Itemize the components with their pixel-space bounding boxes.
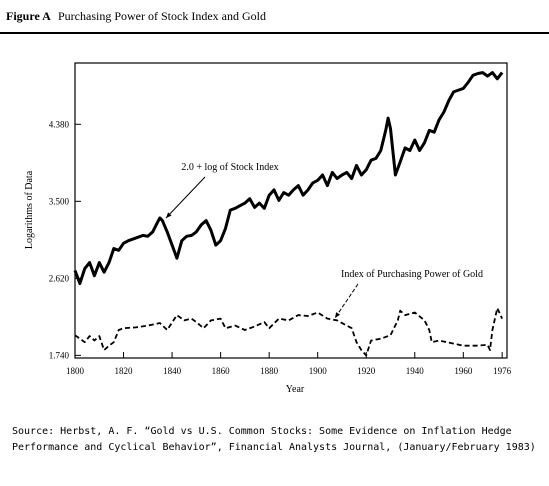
x-tick-label: 1900 — [309, 366, 328, 376]
chart: Figure A Purchasing Power of Stock Index… — [0, 9, 549, 395]
series-label: 2.0 + log of Stock Index — [181, 162, 278, 173]
annotation-arrow — [165, 176, 206, 219]
y-tick-label: 1.740 — [49, 350, 70, 360]
x-tick-label: 1940 — [406, 366, 425, 376]
series-line — [73, 71, 504, 286]
source-line: Performance and Cyclical Behavior”, Fina… — [12, 442, 536, 453]
annotation-arrow — [334, 283, 359, 319]
x-tick-label: 1960 — [454, 366, 473, 376]
x-tick-label: 1800 — [66, 366, 85, 376]
x-tick-label: 1880 — [260, 366, 279, 376]
source-note: Source: Herbst, A. F. “Gold vs U.S. Comm… — [12, 424, 536, 456]
x-tick-label: 1976 — [493, 366, 512, 376]
y-tick-label: 4.380 — [49, 119, 70, 129]
source-line: Source: Herbst, A. F. “Gold vs U.S. Comm… — [12, 426, 512, 437]
x-tick-label: 1820 — [115, 366, 134, 376]
figure-label: Figure A — [6, 9, 51, 23]
series-line — [74, 307, 503, 357]
chart-title: Purchasing Power of Stock Index and Gold — [58, 9, 266, 23]
series-label: Index of Purchasing Power of Gold — [341, 269, 483, 280]
arrow-head — [166, 212, 172, 218]
arrow-head — [335, 312, 341, 318]
plot-frame — [74, 62, 508, 359]
x-tick-label: 1860 — [212, 366, 231, 376]
y-tick-label: 3.500 — [49, 196, 70, 206]
x-axis-label: Year — [286, 384, 305, 395]
x-tick-label: 1840 — [163, 366, 182, 376]
x-tick-label: 1920 — [357, 366, 376, 376]
y-tick-label: 2.620 — [49, 273, 70, 283]
y-axis-label: Logarithms of Data — [24, 170, 35, 249]
